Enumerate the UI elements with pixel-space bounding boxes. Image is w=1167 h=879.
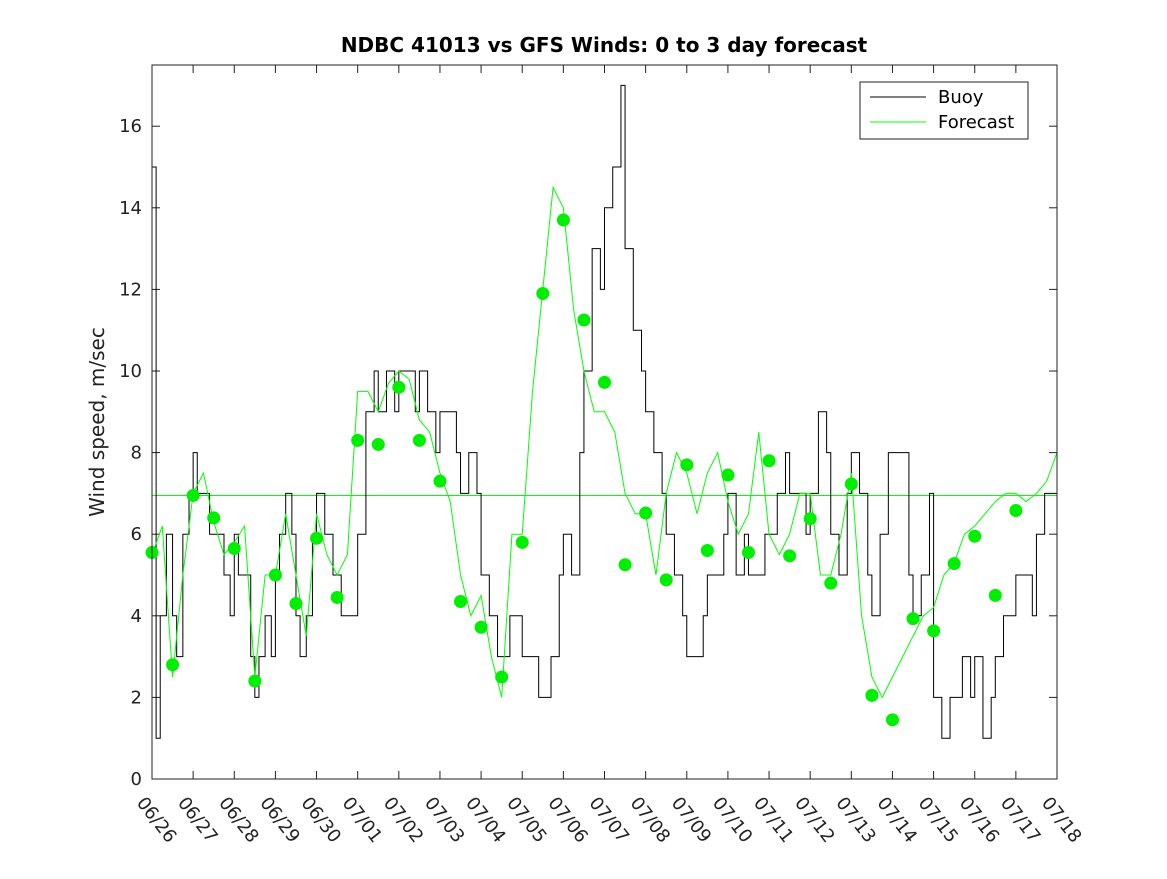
forecast-marker xyxy=(371,437,385,451)
forecast-marker xyxy=(515,535,529,549)
forecast-marker xyxy=(556,213,570,227)
forecast-marker xyxy=(536,286,550,300)
legend-box xyxy=(859,81,1029,140)
x-tick-label: 07/15 xyxy=(914,793,962,847)
y-tick-label: 12 xyxy=(119,279,142,300)
x-tick-label: 07/16 xyxy=(955,793,1003,847)
plot-frame xyxy=(151,64,1058,780)
x-tick-label: 06/28 xyxy=(214,793,262,847)
plot-area xyxy=(152,65,1057,779)
forecast-marker xyxy=(166,658,180,672)
forecast-marker xyxy=(495,670,509,684)
x-tick-label: 07/02 xyxy=(379,793,427,847)
forecast-marker xyxy=(741,546,755,560)
forecast-marker xyxy=(618,558,632,572)
forecast-marker xyxy=(289,597,303,611)
legend-buoy-label: Buoy xyxy=(938,87,984,108)
y-tick-label: 4 xyxy=(131,606,142,627)
forecast-marker xyxy=(865,688,879,702)
x-tick-label: 07/12 xyxy=(790,793,838,847)
forecast-marker xyxy=(803,512,817,526)
y-tick-label: 6 xyxy=(131,524,142,545)
forecast-marker xyxy=(1009,504,1023,518)
x-tick-label: 07/08 xyxy=(626,793,674,847)
forecast-marker xyxy=(268,568,282,582)
forecast-marker xyxy=(207,511,221,525)
x-tick-label: 07/09 xyxy=(667,793,715,847)
forecast-marker xyxy=(988,588,1002,602)
x-tick-label: 06/30 xyxy=(297,793,345,847)
x-tick-label: 06/29 xyxy=(255,793,303,847)
forecast-marker xyxy=(762,454,776,468)
y-tick-label: 16 xyxy=(119,116,142,137)
y-tick-label: 2 xyxy=(131,687,142,708)
forecast-marker xyxy=(783,549,797,563)
buoy-series-line xyxy=(152,84,1058,739)
forecast-marker xyxy=(700,544,714,558)
forecast-marker xyxy=(433,474,447,488)
forecast-marker xyxy=(412,433,426,447)
x-tick-label: 07/11 xyxy=(749,793,797,847)
y-tick-label: 8 xyxy=(131,443,142,464)
legend: Buoy Forecast xyxy=(859,81,1029,140)
x-tick-label: 07/18 xyxy=(1037,793,1085,847)
forecast-marker xyxy=(186,488,200,502)
forecast-marker xyxy=(248,674,262,688)
x-tick-label: 07/17 xyxy=(996,793,1044,847)
forecast-marker xyxy=(680,458,694,472)
y-axis-label: Wind speed, m/sec xyxy=(85,327,109,517)
y-tick-label: 10 xyxy=(119,361,142,382)
chart-title: NDBC 41013 vs GFS Winds: 0 to 3 day fore… xyxy=(341,33,868,57)
forecast-marker xyxy=(392,380,406,394)
forecast-marker xyxy=(968,529,982,543)
marker-group xyxy=(145,213,1023,727)
forecast-marker xyxy=(885,713,899,727)
forecast-series-line xyxy=(151,185,1058,699)
forecast-marker xyxy=(824,576,838,590)
forecast-marker xyxy=(577,313,591,327)
forecast-marker xyxy=(844,477,858,491)
forecast-marker xyxy=(330,590,344,604)
x-tick-label: 07/14 xyxy=(873,793,921,847)
x-tick-label: 07/07 xyxy=(585,793,633,847)
forecast-marker xyxy=(927,624,941,638)
x-tick-label: 07/01 xyxy=(338,793,386,847)
forecast-marker xyxy=(598,375,611,389)
x-tick-label: 06/26 xyxy=(132,793,180,847)
forecast-marker xyxy=(310,531,324,545)
forecast-marker xyxy=(947,557,961,571)
forecast-marker xyxy=(454,595,468,609)
forecast-marker xyxy=(659,573,673,587)
x-tick-label: 07/13 xyxy=(831,793,879,847)
forecast-marker xyxy=(351,433,365,447)
forecast-marker xyxy=(639,506,653,520)
x-tick-label: 07/04 xyxy=(461,793,509,847)
forecast-marker xyxy=(906,612,920,626)
legend-forecast-label: Forecast xyxy=(938,112,1014,133)
y-tick-label: 0 xyxy=(131,769,142,790)
series-group xyxy=(151,84,1058,739)
forecast-marker xyxy=(721,468,735,482)
y-tick-label: 14 xyxy=(119,198,142,219)
forecast-marker xyxy=(227,541,241,555)
x-tick-label: 06/27 xyxy=(173,793,221,847)
forecast-marker xyxy=(474,620,488,634)
x-tick-label: 07/03 xyxy=(420,793,468,847)
x-tick-label: 07/10 xyxy=(708,793,756,847)
x-tick-label: 07/05 xyxy=(502,793,550,847)
x-tick-label: 07/06 xyxy=(543,793,591,847)
